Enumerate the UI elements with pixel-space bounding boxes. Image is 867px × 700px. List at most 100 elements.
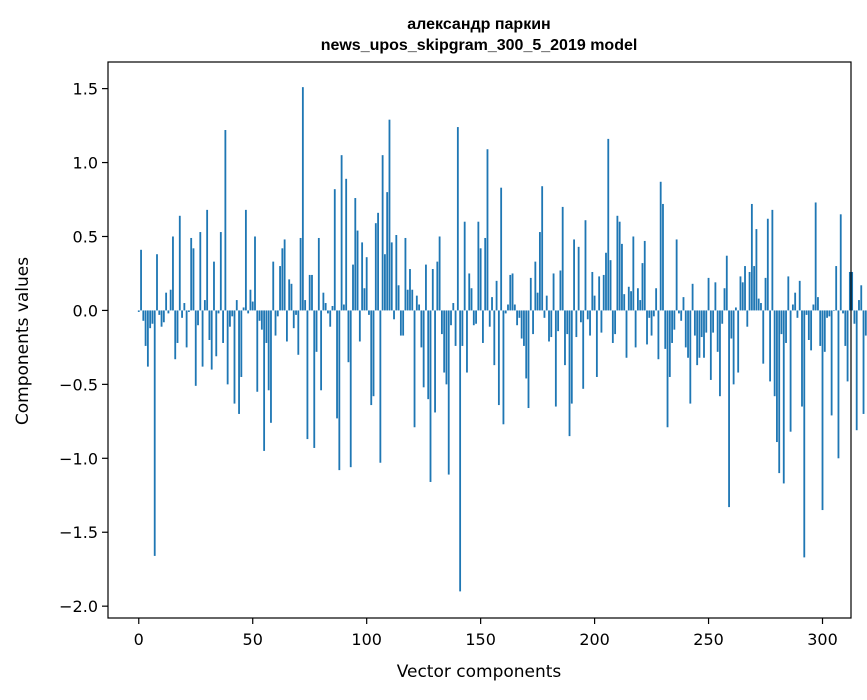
bar-component-42 <box>233 310 236 404</box>
bar-component-190 <box>570 310 573 404</box>
bar-component-102 <box>370 310 373 406</box>
bar-component-188 <box>566 310 569 335</box>
bar-component-286 <box>789 310 792 432</box>
y-tick-label: 1.5 <box>73 80 98 99</box>
bar-component-95 <box>354 198 357 311</box>
bar-component-109 <box>386 192 389 311</box>
bar-component-115 <box>399 310 402 336</box>
bar-component-316 <box>858 300 860 311</box>
bar-component-248 <box>703 310 705 358</box>
y-tick-label: 0.5 <box>73 227 98 246</box>
bar-component-260 <box>730 310 733 339</box>
bar-component-72 <box>301 87 304 311</box>
bar-component-15 <box>172 236 174 311</box>
bar-component-8 <box>156 254 158 311</box>
bar-component-127 <box>427 310 430 400</box>
bar-component-267 <box>746 310 749 327</box>
bar-component-225 <box>650 310 653 336</box>
bar-component-221 <box>641 263 644 311</box>
bar-component-255 <box>719 310 721 397</box>
bar-component-118 <box>406 289 409 311</box>
bar-component-26 <box>197 310 199 326</box>
bar-component-34 <box>215 310 218 357</box>
bar-component-142 <box>461 310 464 346</box>
plot-area-frame <box>107 61 852 619</box>
bar-component-149 <box>477 221 480 311</box>
bar-component-129 <box>431 269 434 311</box>
bar-component-264 <box>739 276 742 311</box>
bar-component-172 <box>529 277 532 311</box>
bar-component-134 <box>443 310 446 373</box>
bar-component-19 <box>181 310 183 318</box>
x-tick-label: 150 <box>465 630 496 649</box>
bar-component-32 <box>210 310 213 370</box>
bar-component-242 <box>689 310 692 404</box>
bar-component-10 <box>160 310 163 327</box>
bar-component-263 <box>737 310 740 373</box>
bar-component-210 <box>616 215 619 311</box>
bar-component-246 <box>698 310 701 358</box>
bar-component-151 <box>482 310 484 343</box>
bar-component-232 <box>666 310 669 428</box>
bar-component-266 <box>744 266 746 311</box>
bar-component-297 <box>814 202 817 311</box>
bar-component-268 <box>748 271 751 311</box>
bar-component-108 <box>384 254 386 311</box>
bar-component-224 <box>648 310 651 318</box>
bar-component-24 <box>192 248 195 311</box>
bar-component-76 <box>311 274 313 311</box>
bar-component-275 <box>764 277 767 311</box>
bar-component-234 <box>671 310 673 343</box>
bar-component-226 <box>652 310 655 317</box>
bar-component-193 <box>577 246 580 311</box>
x-tick-label: 250 <box>693 630 724 649</box>
bar-component-119 <box>409 269 411 311</box>
bars <box>137 87 867 592</box>
bar-component-57 <box>267 310 270 391</box>
bar-component-150 <box>479 248 482 311</box>
bar-component-75 <box>308 274 311 311</box>
bar-component-252 <box>712 310 715 333</box>
bar-component-71 <box>299 237 302 311</box>
bar-component-306 <box>835 266 838 311</box>
bar-component-208 <box>611 310 614 343</box>
bar-component-128 <box>429 310 432 482</box>
bar-component-200 <box>593 295 596 311</box>
bar-component-207 <box>609 260 612 311</box>
bar-component-256 <box>721 310 724 324</box>
bar-component-301 <box>823 310 826 352</box>
bar-component-132 <box>438 236 441 311</box>
bar-component-238 <box>680 310 683 321</box>
bar-component-314 <box>853 310 856 324</box>
bar-component-227 <box>655 288 658 311</box>
bar-component-39 <box>226 310 229 385</box>
bar-component-259 <box>728 310 730 508</box>
bar-component-104 <box>374 223 377 311</box>
bar-component-28 <box>201 310 204 367</box>
bar-component-290 <box>798 280 801 311</box>
bar-component-126 <box>425 264 427 311</box>
bar-component-37 <box>222 310 224 343</box>
bar-component-97 <box>358 310 361 342</box>
bar-component-170 <box>525 310 528 379</box>
x-tick-label: 200 <box>579 630 610 649</box>
bar-component-36 <box>219 232 222 311</box>
bar-component-25 <box>194 310 197 386</box>
bar-component-87 <box>336 310 338 419</box>
bar-component-278 <box>771 209 774 311</box>
y-tick-label: 0.0 <box>73 301 98 320</box>
bar-component-12 <box>165 292 168 311</box>
bar-component-137 <box>450 310 452 326</box>
bar-component-120 <box>411 289 414 311</box>
bar-component-59 <box>272 261 275 311</box>
bar-component-92 <box>347 310 350 363</box>
bar-component-213 <box>623 294 626 311</box>
bar-component-272 <box>757 298 760 311</box>
bar-component-312 <box>848 271 851 311</box>
bar-component-223 <box>646 310 648 345</box>
bar-component-198 <box>589 310 591 336</box>
bar-component-85 <box>331 305 334 311</box>
bar-component-29 <box>203 300 206 311</box>
bar-component-41 <box>231 310 234 317</box>
